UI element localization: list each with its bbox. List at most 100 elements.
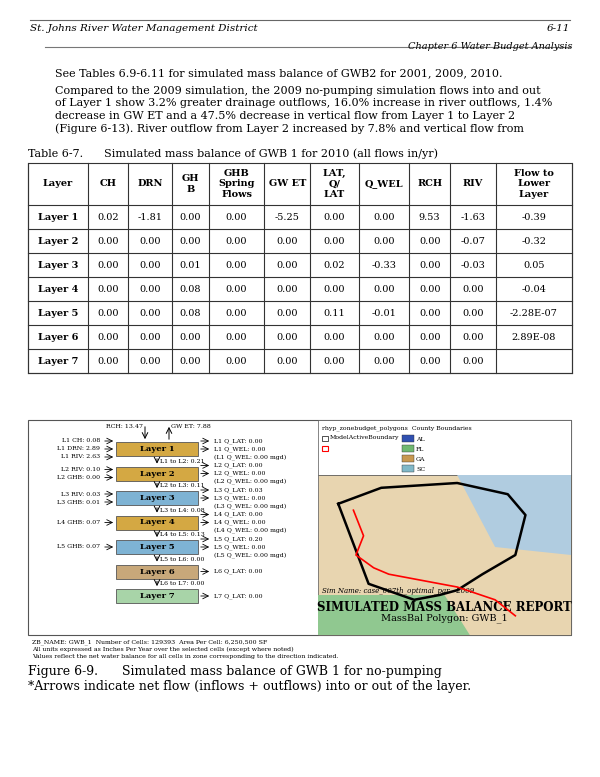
Text: L4 GHB: 0.07: L4 GHB: 0.07: [57, 520, 100, 525]
Text: Compared to the 2009 simulation, the 2009 no-pumping simulation flows into and o: Compared to the 2009 simulation, the 200…: [55, 86, 541, 96]
Text: 0.00: 0.00: [97, 357, 119, 365]
Bar: [28, 420, 571, 635]
Text: L2 GHB: 0.00: L2 GHB: 0.00: [57, 475, 100, 480]
Text: -1.81: -1.81: [137, 212, 163, 221]
Text: Layer 3: Layer 3: [38, 260, 78, 270]
Text: 0.00: 0.00: [324, 284, 346, 294]
Text: 6-11: 6-11: [547, 24, 570, 33]
Text: 0.00: 0.00: [97, 236, 119, 246]
Text: 0.08: 0.08: [180, 308, 201, 318]
Text: 0.11: 0.11: [324, 308, 346, 318]
Text: rhyp_zonebudget_polygons  County Boundaries: rhyp_zonebudget_polygons County Boundari…: [322, 425, 472, 430]
Text: Sim Name: case_007th_optimal_par   2009: Sim Name: case_007th_optimal_par 2009: [322, 587, 474, 595]
Text: L1 Q_WEL: 0.00: L1 Q_WEL: 0.00: [214, 446, 265, 451]
Text: Figure 6-9.      Simulated mass balance of GWB 1 for no-pumping: Figure 6-9. Simulated mass balance of GW…: [28, 665, 442, 678]
Text: 0.00: 0.00: [373, 212, 395, 221]
Text: L1 RIV: 2.63: L1 RIV: 2.63: [61, 455, 100, 459]
Text: 0.00: 0.00: [226, 212, 247, 221]
Text: 0.00: 0.00: [277, 260, 298, 270]
Text: L5 Q_LAT: 0.20: L5 Q_LAT: 0.20: [214, 536, 263, 542]
Text: -1.63: -1.63: [460, 212, 485, 221]
Text: L3 RIV: 0.03: L3 RIV: 0.03: [61, 492, 100, 497]
Text: CH: CH: [100, 179, 116, 189]
Polygon shape: [457, 475, 571, 555]
Bar: [116, 442, 198, 456]
Text: L1 Q_LAT: 0.00: L1 Q_LAT: 0.00: [214, 438, 263, 444]
Text: (L5 Q_WEL: 0.00 mgd): (L5 Q_WEL: 0.00 mgd): [214, 552, 286, 558]
Text: 0.00: 0.00: [97, 333, 119, 342]
Text: 0.00: 0.00: [462, 333, 484, 342]
Text: St. Johns River Water Management District: St. Johns River Water Management Distric…: [30, 24, 257, 33]
Bar: [116, 515, 198, 529]
Text: ModelActiveBoundary: ModelActiveBoundary: [330, 435, 400, 440]
Text: 0.05: 0.05: [523, 260, 545, 270]
Text: *Arrows indicate net flow (inflows + outflows) into or out of the layer.: *Arrows indicate net flow (inflows + out…: [28, 680, 471, 693]
Text: 9.53: 9.53: [419, 212, 440, 221]
Bar: [402, 445, 414, 452]
Text: All units expressed as Inches Per Year over the selected cells (except where not: All units expressed as Inches Per Year o…: [32, 646, 293, 652]
Text: 0.00: 0.00: [226, 333, 247, 342]
Text: 0.00: 0.00: [226, 284, 247, 294]
Bar: [116, 589, 198, 603]
Text: 0.00: 0.00: [226, 357, 247, 365]
Text: 0.00: 0.00: [373, 236, 395, 246]
Text: SC: SC: [416, 467, 425, 472]
Text: 0.00: 0.00: [180, 236, 201, 246]
Text: 0.00: 0.00: [277, 333, 298, 342]
Text: L2 RIV: 0.10: L2 RIV: 0.10: [61, 467, 100, 472]
Text: (Figure 6-13). River outflow from Layer 2 increased by 7.8% and vertical flow fr: (Figure 6-13). River outflow from Layer …: [55, 124, 524, 134]
Text: 0.00: 0.00: [277, 308, 298, 318]
Text: RCH: 13.47: RCH: 13.47: [106, 424, 143, 429]
Text: (L2 Q_WEL: 0.00 mgd): (L2 Q_WEL: 0.00 mgd): [214, 479, 286, 484]
Text: GA: GA: [416, 457, 425, 462]
Text: L2 to L3: 0.11: L2 to L3: 0.11: [160, 483, 205, 488]
Text: L5 Q_WEL: 0.00: L5 Q_WEL: 0.00: [214, 544, 265, 550]
Text: 0.00: 0.00: [226, 260, 247, 270]
Polygon shape: [318, 595, 470, 635]
Bar: [322, 446, 328, 451]
Text: Layer 7: Layer 7: [140, 592, 175, 600]
Bar: [318, 475, 571, 635]
Text: DRN: DRN: [137, 179, 163, 189]
Text: Layer 2: Layer 2: [38, 236, 78, 246]
Bar: [322, 436, 328, 441]
Text: 2.89E-08: 2.89E-08: [512, 333, 556, 342]
Text: Layer 6: Layer 6: [140, 567, 175, 576]
Text: 0.00: 0.00: [226, 308, 247, 318]
Text: 0.00: 0.00: [373, 284, 395, 294]
Text: MassBal Polygon: GWB_1: MassBal Polygon: GWB_1: [381, 613, 508, 622]
Bar: [402, 465, 414, 472]
Text: ZB_NAME: GWB_1  Number of Cells: 129393  Area Per Cell: 6,250,500 SF: ZB_NAME: GWB_1 Number of Cells: 129393 A…: [32, 639, 267, 645]
Text: 0.00: 0.00: [139, 357, 161, 365]
Text: 0.00: 0.00: [180, 333, 201, 342]
Text: 0.00: 0.00: [419, 308, 440, 318]
Bar: [116, 466, 198, 480]
Text: Layer 5: Layer 5: [38, 308, 78, 318]
Text: L7 Q_LAT: 0.00: L7 Q_LAT: 0.00: [214, 593, 263, 599]
Text: 0.00: 0.00: [180, 212, 201, 221]
Text: GW ET: GW ET: [269, 179, 306, 189]
Text: 0.00: 0.00: [419, 333, 440, 342]
Text: 0.00: 0.00: [419, 260, 440, 270]
Text: 0.00: 0.00: [462, 308, 484, 318]
Text: FL: FL: [416, 447, 424, 452]
Text: Layer 1: Layer 1: [38, 212, 78, 221]
Text: 0.00: 0.00: [139, 260, 161, 270]
Text: Values reflect the net water balance for all cells in zone corresponding to the : Values reflect the net water balance for…: [32, 654, 338, 659]
Text: of Layer 1 show 3.2% greater drainage outflows, 16.0% increase in river outflows: of Layer 1 show 3.2% greater drainage ou…: [55, 99, 553, 109]
Text: 0.00: 0.00: [180, 357, 201, 365]
Text: -0.03: -0.03: [460, 260, 485, 270]
Text: SIMULATED MASS BALANCE REPORT: SIMULATED MASS BALANCE REPORT: [317, 601, 572, 614]
Bar: [116, 565, 198, 579]
Text: 0.00: 0.00: [277, 284, 298, 294]
Text: 0.00: 0.00: [462, 357, 484, 365]
Text: L2 Q_LAT: 0.00: L2 Q_LAT: 0.00: [214, 462, 263, 469]
Text: RCH: RCH: [417, 179, 442, 189]
Text: L5 GHB: 0.07: L5 GHB: 0.07: [57, 545, 100, 549]
Text: (L4 Q_WEL: 0.00 mgd): (L4 Q_WEL: 0.00 mgd): [214, 528, 286, 534]
Text: Layer 4: Layer 4: [38, 284, 78, 294]
Text: -0.33: -0.33: [371, 260, 397, 270]
Text: L5 to L6: 0.00: L5 to L6: 0.00: [160, 557, 205, 562]
Text: 0.00: 0.00: [373, 357, 395, 365]
Text: L3 Q_LAT: 0.03: L3 Q_LAT: 0.03: [214, 487, 263, 493]
